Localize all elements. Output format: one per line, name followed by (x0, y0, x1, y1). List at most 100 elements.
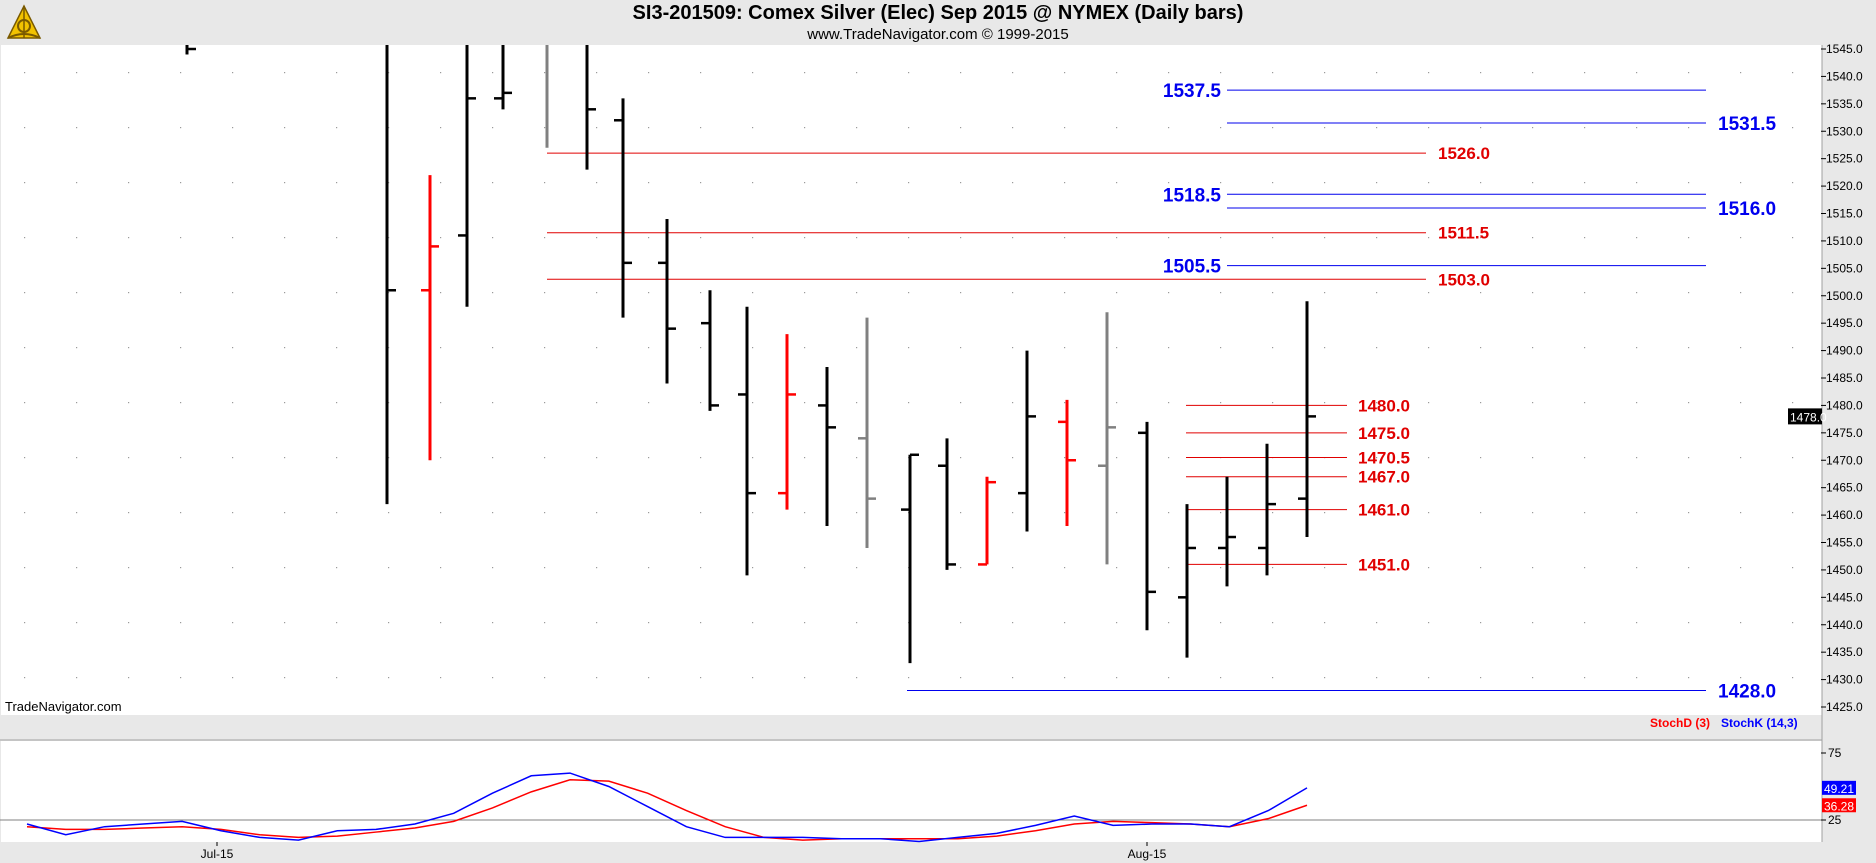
grid-dot (1532, 567, 1534, 569)
grid-dot (1636, 457, 1638, 459)
stoch-k-value: 49.21 (1824, 782, 1854, 796)
grid-dot (804, 622, 806, 624)
grid-dot (648, 677, 650, 679)
grid-dot (128, 457, 130, 459)
red-level-label: 1470.5 (1358, 449, 1410, 468)
grid-dot (1376, 292, 1378, 294)
grid-dot (804, 677, 806, 679)
grid-dot (1688, 677, 1690, 679)
grid-dot (388, 402, 390, 404)
grid-dot (180, 347, 182, 349)
grid-dot (1740, 567, 1742, 569)
grid-dot (1740, 402, 1742, 404)
grid-dot (856, 677, 858, 679)
grid-dot (24, 567, 26, 569)
stoch-k-line (26, 772, 1308, 843)
price-tick-label: 1455.0 (1826, 536, 1863, 550)
grid-dot (1740, 622, 1742, 624)
grid-dot (752, 72, 754, 74)
grid-dot (492, 292, 494, 294)
grid-dot (1636, 677, 1638, 679)
grid-dot (232, 622, 234, 624)
price-tick-label: 1490.0 (1826, 344, 1863, 358)
grid-dot (440, 182, 442, 184)
grid-dot (388, 292, 390, 294)
red-level-label: 1475.0 (1358, 424, 1410, 443)
grid-dot (596, 127, 598, 129)
grid-dot (1688, 622, 1690, 624)
grid-dot (1636, 402, 1638, 404)
grid-dot (1168, 237, 1170, 239)
grid-dot (1012, 347, 1014, 349)
grid-dot (1324, 237, 1326, 239)
price-tick-label: 1450.0 (1826, 563, 1863, 577)
grid-dot (180, 567, 182, 569)
price-tick-label: 1465.0 (1826, 481, 1863, 495)
grid-dot (440, 677, 442, 679)
grid-dot (128, 292, 130, 294)
price-tick-label: 1435.0 (1826, 645, 1863, 659)
grid-dot (1220, 677, 1222, 679)
grid-dot (180, 127, 182, 129)
grid-dot (1012, 622, 1014, 624)
grid-dot (1012, 292, 1014, 294)
grid-dot (180, 237, 182, 239)
grid-dot (1792, 622, 1794, 624)
grid-dot (1012, 237, 1014, 239)
grid-dot (1480, 182, 1482, 184)
blue-level-label: 1505.5 (1163, 257, 1222, 278)
grid-dot (856, 182, 858, 184)
grid-dot (1012, 677, 1014, 679)
grid-dot (1220, 72, 1222, 74)
grid-dot (76, 622, 78, 624)
grid-dot (1116, 622, 1118, 624)
sextant-logo-icon (4, 2, 44, 47)
grid-dot (856, 457, 858, 459)
grid-dot (1740, 127, 1742, 129)
grid-dot (1220, 182, 1222, 184)
ohlc-bar (1258, 443, 1276, 576)
grid-dot (1584, 127, 1586, 129)
red-level-label: 1451.0 (1358, 555, 1410, 574)
grid-dot (544, 567, 546, 569)
grid-dot (1532, 622, 1534, 624)
grid-dot (284, 457, 286, 459)
grid-dot (1376, 182, 1378, 184)
grid-dot (1792, 127, 1794, 129)
grid-dot (1532, 127, 1534, 129)
grid-dot (804, 512, 806, 514)
grid-dot (1584, 677, 1586, 679)
grid-dot (856, 402, 858, 404)
price-axis: 1545.0 1540.0 1535.0 1530.0 1525.0 1520.0 1515… (1788, 42, 1863, 714)
price-tick-label: 1515.0 (1826, 207, 1863, 221)
grid-dot (1116, 237, 1118, 239)
grid-dot (856, 347, 858, 349)
grid-dot (1012, 457, 1014, 459)
grid-dot (648, 72, 650, 74)
last-price-label: 1478.0 (1790, 410, 1827, 424)
grid-dot (1116, 677, 1118, 679)
grid-dot (1532, 457, 1534, 459)
grid-dot (1428, 567, 1430, 569)
grid-dot (388, 622, 390, 624)
grid-dot (752, 347, 754, 349)
ohlc-bar (901, 453, 919, 664)
grid-dot (752, 622, 754, 624)
grid-dot (232, 127, 234, 129)
grid-dot (960, 622, 962, 624)
grid-dot (128, 567, 130, 569)
stoch-d-value: 36.28 (1824, 799, 1854, 813)
grid-dot (388, 347, 390, 349)
grid-dot (1168, 402, 1170, 404)
price-tick-label: 1430.0 (1826, 673, 1863, 687)
grid-dot (1636, 127, 1638, 129)
grid-dot (1636, 347, 1638, 349)
grid-dot (1688, 292, 1690, 294)
price-tick-label: 1460.0 (1826, 508, 1863, 522)
grid-dot (440, 72, 442, 74)
grid-dot (24, 402, 26, 404)
blue-level-label: 1428.0 (1718, 682, 1776, 703)
ohlc-bar (658, 218, 676, 384)
grid-dot (76, 512, 78, 514)
grid-dot (1428, 182, 1430, 184)
